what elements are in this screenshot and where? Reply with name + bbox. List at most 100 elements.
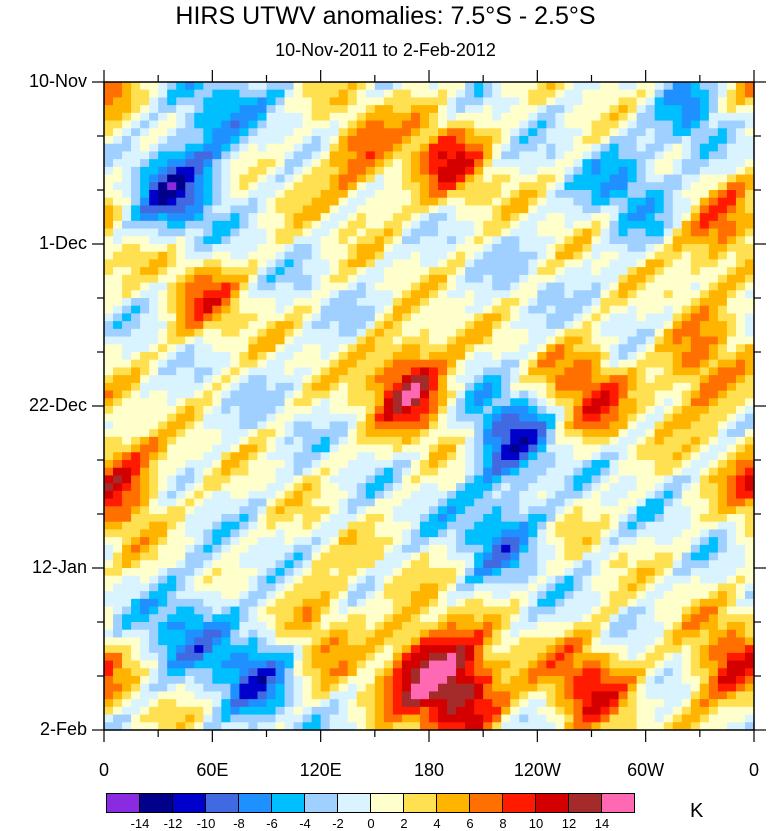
field-cell [672,159,683,168]
field-cell [636,591,647,600]
field-cell [717,490,728,500]
field-cell [447,298,457,307]
field-cell [176,228,186,237]
field-cell [230,390,241,399]
field-cell [419,228,430,237]
field-cell [546,321,556,330]
field-cell [600,174,611,183]
field-cell [320,367,331,376]
field-cell [230,336,241,345]
field-cell [537,128,547,137]
field-cell [185,529,195,538]
field-cell [194,182,204,191]
field-cell [194,421,204,430]
field-cell [284,321,295,330]
field-cell [528,498,538,507]
field-cell [122,498,132,507]
field-cell [447,444,457,453]
field-cell [726,190,737,199]
field-cell [158,475,168,484]
field-cell [401,251,412,261]
field-cell [591,290,602,299]
field-cell [699,313,710,322]
field-cell [537,552,547,561]
field-cell [627,328,638,338]
field-cell [275,352,286,361]
field-cell [329,421,340,430]
field-cell [681,382,692,392]
field-cell [591,313,602,322]
field-cell [167,382,177,392]
field-cell [519,475,529,484]
field-cell [266,197,277,207]
field-cell [329,336,340,345]
field-cell [230,244,241,253]
field-cell [302,606,313,615]
field-cell [356,568,367,577]
field-cell [699,452,710,461]
field-cell [212,89,222,99]
field-cell [419,352,430,361]
field-cell [158,406,168,415]
field-cell [275,328,286,338]
field-cell [356,136,367,145]
field-cell [510,82,520,91]
field-cell [537,413,547,423]
field-cell [212,151,222,160]
field-cell [717,475,728,484]
field-cell [618,159,629,168]
field-cell [320,575,331,585]
field-cell [230,259,241,268]
field-cell [401,382,412,392]
field-cell [311,537,322,546]
field-cell [320,259,331,268]
field-cell [140,352,150,361]
field-cell [663,151,674,160]
field-cell [744,228,755,237]
field-cell [221,328,231,338]
field-cell [690,444,701,453]
field-cell [492,190,502,199]
field-cell [365,105,376,114]
field-cell [365,82,376,91]
field-cell [726,282,737,291]
field-cell [609,174,620,183]
field-cell [636,105,647,114]
field-cell [438,467,448,477]
field-cell [410,267,421,276]
field-cell [230,282,241,291]
field-cell [699,143,710,153]
field-cell [248,367,259,376]
field-cell [320,390,331,399]
field-cell [203,159,213,168]
field-cell [744,190,755,199]
field-cell [113,606,123,615]
field-cell [474,452,484,461]
field-cell [365,514,376,523]
field-cell [537,290,547,299]
field-cell [618,251,629,261]
field-cell [104,143,114,153]
field-cell [176,398,186,407]
field-cell [401,375,412,384]
field-cell [221,436,231,446]
field-cell [672,228,683,237]
field-cell [167,421,177,430]
field-cell [672,390,683,399]
field-cell [573,205,584,214]
field-cell [212,251,222,261]
field-cell [447,290,457,299]
field-cell [302,336,313,345]
field-cell [158,421,168,430]
field-cell [456,568,466,577]
field-cell [374,444,385,453]
field-cell [465,136,475,145]
field-cell [654,344,665,353]
field-cell [618,537,629,546]
field-cell [293,506,304,515]
field-cell [429,398,439,407]
field-cell [699,591,710,600]
field-cell [239,112,250,122]
field-cell [492,498,502,507]
field-cell [591,236,602,245]
